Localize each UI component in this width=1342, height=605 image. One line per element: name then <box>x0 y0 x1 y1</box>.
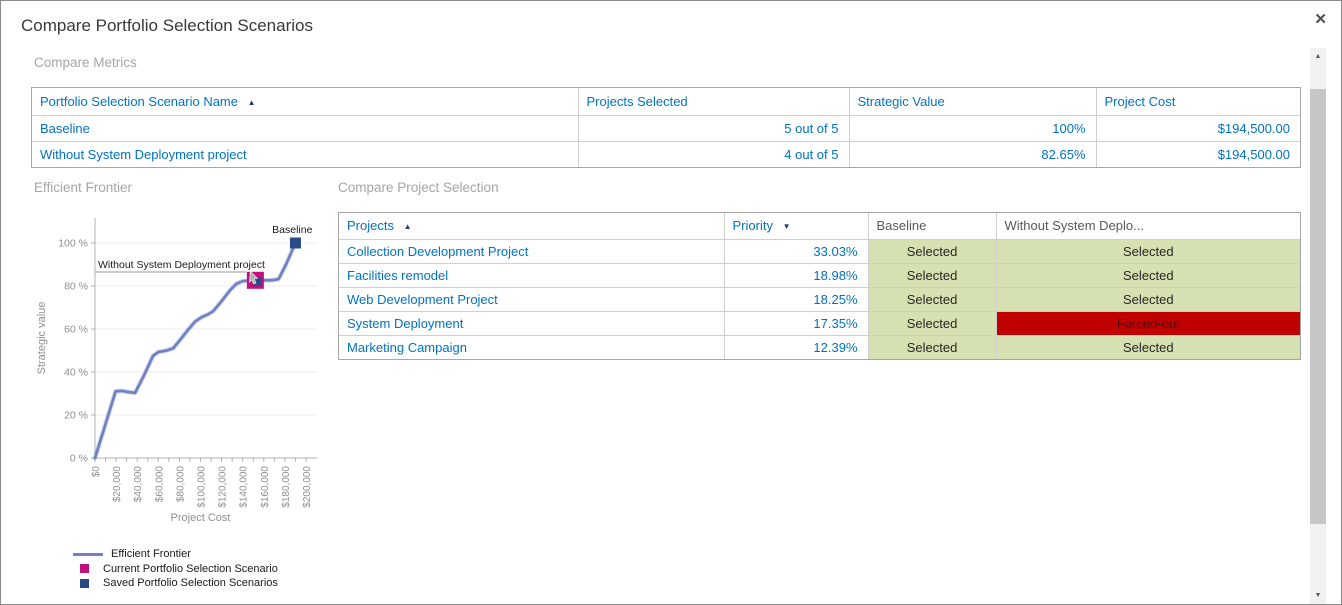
vertical-scrollbar[interactable]: ▲ ▼ <box>1310 48 1326 604</box>
chart-legend: Efficient Frontier Current Portfolio Sel… <box>73 547 278 591</box>
projects-selected-cell: 5 out of 5 <box>578 115 850 142</box>
legend-label: Current Portfolio Selection Scenario <box>103 562 278 575</box>
scroll-down-icon[interactable]: ▼ <box>1314 592 1322 599</box>
svg-text:Baseline: Baseline <box>272 224 312 236</box>
svg-text:$120,000: $120,000 <box>218 466 229 508</box>
svg-text:20 %: 20 % <box>64 410 88 422</box>
svg-text:Without System Deployment proj: Without System Deployment project <box>98 259 265 271</box>
svg-text:$180,000: $180,000 <box>281 466 292 508</box>
col-header-strategic-value[interactable]: Strategic Value <box>849 88 1097 116</box>
compare-metrics-table: Portfolio Selection Scenario Name ▲ Proj… <box>31 87 1301 168</box>
baseline-status-cell: Selected <box>868 263 997 288</box>
priority-cell: 17.35% <box>724 311 869 336</box>
sort-asc-icon: ▲ <box>403 222 412 232</box>
projects-selected-cell: 4 out of 5 <box>578 141 850 167</box>
baseline-status-cell: Selected <box>868 287 997 312</box>
svg-text:$0: $0 <box>91 466 102 478</box>
svg-text:$160,000: $160,000 <box>260 466 271 508</box>
table-row: Web Development Project 18.25% Selected … <box>339 287 1300 312</box>
strategic-value-cell: 100% <box>849 115 1097 142</box>
priority-cell: 18.98% <box>724 263 869 288</box>
table-row: Baseline 5 out of 5 100% $194,500.00 <box>32 115 1300 142</box>
project-link[interactable]: Collection Development Project <box>339 239 725 264</box>
scenario-name-link[interactable]: Without System Deployment project <box>32 141 579 167</box>
svg-text:80 %: 80 % <box>64 281 88 293</box>
compare-project-selection-heading: Compare Project Selection <box>338 180 499 195</box>
project-cost-cell: $194,500.00 <box>1217 146 1290 162</box>
efficient-frontier-heading: Efficient Frontier <box>34 180 133 195</box>
scenario-name-link[interactable]: Baseline <box>32 115 579 142</box>
svg-text:$200,000: $200,000 <box>302 466 313 508</box>
baseline-status-cell: Selected <box>868 311 997 336</box>
legend-item: Efficient Frontier <box>73 547 278 562</box>
priority-cell: 12.39% <box>724 335 869 359</box>
scenario-status-cell: Selected <box>996 335 1300 359</box>
square-swatch <box>80 578 89 588</box>
priority-cell: 18.25% <box>724 287 869 312</box>
project-link[interactable]: Facilities remodel <box>339 263 725 288</box>
svg-text:$100,000: $100,000 <box>197 466 208 508</box>
col-header-baseline[interactable]: Baseline <box>868 213 997 240</box>
scenario-status-cell: Selected <box>996 263 1300 288</box>
table-row: Collection Development Project 33.03% Se… <box>339 239 1300 264</box>
square-swatch <box>80 564 89 574</box>
metrics-header-row: Portfolio Selection Scenario Name ▲ Proj… <box>32 88 1300 116</box>
scroll-up-icon[interactable]: ▲ <box>1314 53 1322 60</box>
svg-text:Strategic value: Strategic value <box>36 302 48 375</box>
project-cost-cell: $194,500.00 <box>1096 115 1300 142</box>
svg-text:0 %: 0 % <box>70 453 88 465</box>
table-row: Without System Deployment project 4 out … <box>32 141 1300 167</box>
legend-item: Saved Portfolio Selection Scenarios <box>73 576 278 591</box>
col-header-scenario-name[interactable]: Portfolio Selection Scenario Name ▲ <box>32 88 579 116</box>
svg-text:40 %: 40 % <box>64 367 88 379</box>
svg-text:Project Cost: Project Cost <box>171 512 231 524</box>
efficient-frontier-chart[interactable]: 0 % 20 % 40 % 60 % 80 % 100 % $0 $20,000 $40,000… <box>31 205 333 535</box>
sort-desc-icon: ▼ <box>782 222 791 232</box>
sort-asc-icon: ▲ <box>247 97 256 107</box>
scrollbar-thumb[interactable] <box>1310 89 1326 524</box>
col-header-project-cost[interactable]: Project Cost <box>1096 88 1300 116</box>
col-header-projects[interactable]: Projects ▲ <box>339 213 725 240</box>
project-link[interactable]: System Deployment <box>339 311 725 336</box>
svg-text:$60,000: $60,000 <box>154 466 165 503</box>
svg-text:$20,000: $20,000 <box>112 466 123 503</box>
baseline-status-cell: Selected <box>868 335 997 359</box>
svg-text:$140,000: $140,000 <box>239 466 250 508</box>
selection-header-row: Projects ▲ Priority ▼ Baseline Without S… <box>339 213 1300 240</box>
compare-project-selection-table: Projects ▲ Priority ▼ Baseline Without S… <box>338 212 1301 360</box>
col-header-priority[interactable]: Priority ▼ <box>724 213 869 240</box>
priority-cell: 33.03% <box>724 239 869 264</box>
table-row: System Deployment 17.35% Selected Forced… <box>339 311 1300 336</box>
svg-text:100 %: 100 % <box>58 238 88 250</box>
compare-metrics-heading: Compare Metrics <box>34 55 137 70</box>
baseline-status-cell: Selected <box>868 239 997 264</box>
table-row: Marketing Campaign 12.39% Selected Selec… <box>339 335 1300 359</box>
legend-label: Efficient Frontier <box>111 548 191 561</box>
scenario-status-cell: Forced-out <box>996 311 1300 336</box>
project-link[interactable]: Web Development Project <box>339 287 725 312</box>
svg-text:$80,000: $80,000 <box>175 466 186 503</box>
table-row: Facilities remodel 18.98% Selected Selec… <box>339 263 1300 288</box>
legend-label: Saved Portfolio Selection Scenarios <box>103 577 278 590</box>
legend-item: Current Portfolio Selection Scenario <box>73 562 278 577</box>
col-header-without-scenario[interactable]: Without System Deplo... <box>996 213 1300 240</box>
strategic-value-cell: 82.65% <box>849 141 1097 167</box>
dialog-title: Compare Portfolio Selection Scenarios <box>21 16 313 35</box>
frontier-chart-canvas[interactable]: 0 % 20 % 40 % 60 % 80 % 100 % $0 $20,000 $40,000… <box>31 205 333 535</box>
close-icon[interactable]: ✕ <box>1314 11 1327 28</box>
scenario-status-cell: Selected <box>996 239 1300 264</box>
col-header-projects-selected[interactable]: Projects Selected <box>578 88 850 116</box>
scenario-status-cell: Selected <box>996 287 1300 312</box>
project-link[interactable]: Marketing Campaign <box>339 335 725 359</box>
svg-text:$40,000: $40,000 <box>133 466 144 503</box>
line-swatch <box>73 552 103 556</box>
svg-text:60 %: 60 % <box>64 324 88 336</box>
